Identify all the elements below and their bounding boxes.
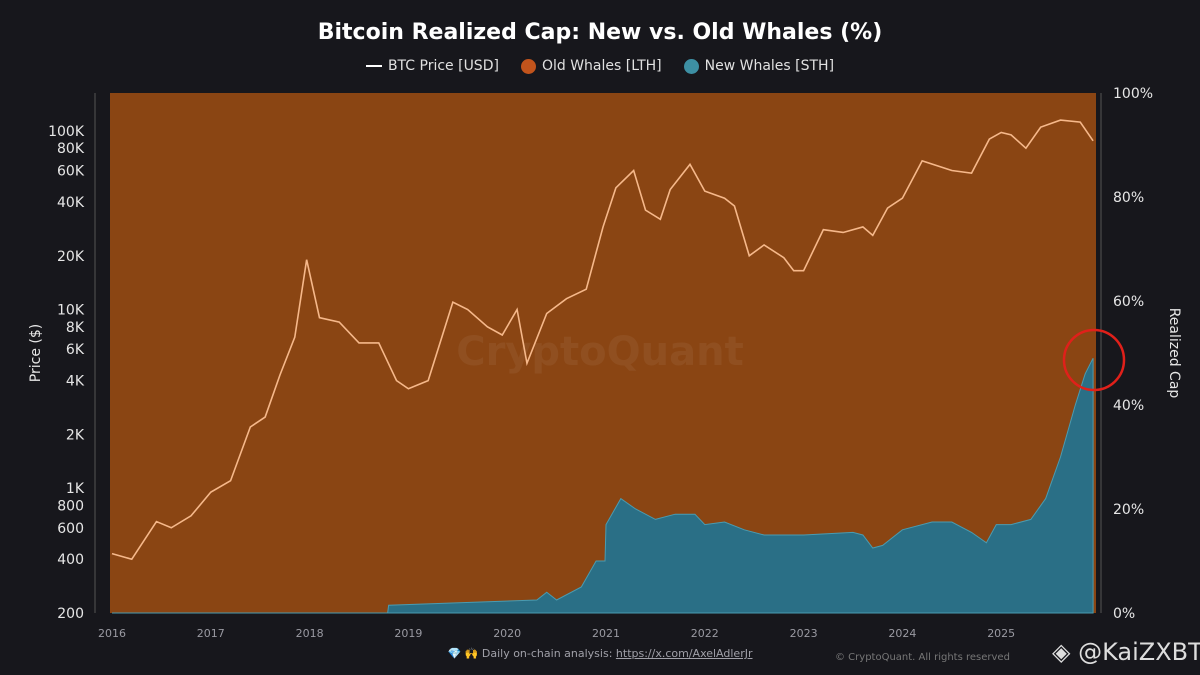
- y-left-tick-label: 2K: [66, 427, 85, 443]
- highlight-circle-annotation: [1062, 328, 1126, 392]
- legend-item-old-whales[interactable]: Old Whales [LTH]: [520, 58, 662, 74]
- y-left-tick-label: 400: [57, 552, 84, 568]
- y-right-tick-label: 80%: [1113, 190, 1144, 206]
- y-left-tick-label: 6K: [66, 342, 85, 358]
- legend-label: Old Whales [LTH]: [541, 58, 662, 74]
- y-right-tick-label: 100%: [1113, 86, 1153, 102]
- watermark-text: CryptoQuant: [456, 329, 743, 375]
- y-left-tick-label: 4K: [66, 374, 85, 390]
- x-tick-label: 2022: [691, 627, 719, 640]
- copyright: © CryptoQuant. All rights reserved: [835, 652, 1010, 663]
- btc-price-line: [111, 119, 1094, 561]
- x-tick-label: 2023: [790, 627, 818, 640]
- y-left-tick-label: 60K: [57, 164, 85, 180]
- y-left-tick-label: 10K: [57, 303, 85, 319]
- y-right-axis-label: Realized Cap: [1166, 308, 1182, 399]
- y-right-tick-label: 20%: [1113, 502, 1144, 518]
- chart-title: Bitcoin Realized Cap: New vs. Old Whales…: [317, 20, 883, 45]
- y-left-tick-label: 20K: [57, 249, 85, 265]
- y-right-tick-label: 40%: [1113, 398, 1144, 414]
- new-whales-area: [112, 357, 1094, 614]
- x-tick-label: 2018: [296, 627, 324, 640]
- y-left-tick-label: 800: [57, 498, 84, 514]
- y-right-tick-label: 0%: [1113, 606, 1135, 622]
- y-left-tick-label: 200: [57, 606, 84, 622]
- x-tick-label: 2019: [394, 627, 422, 640]
- orange-dot-icon: [520, 58, 536, 74]
- y-left-axis-label: Price ($): [28, 324, 44, 382]
- legend-item-price[interactable]: BTC Price [USD]: [365, 58, 499, 74]
- x-tick-label: 2024: [888, 627, 916, 640]
- y-left-tick-label: 80K: [57, 141, 85, 157]
- x-tick-label: 2020: [493, 627, 521, 640]
- teal-dot-icon: [683, 58, 699, 74]
- legend-label: New Whales [STH]: [704, 58, 835, 74]
- y-left-tick-label: 1K: [66, 481, 85, 497]
- binance-logo-icon: ◈: [1052, 638, 1071, 666]
- legend: BTC Price [USD] Old Whales [LTH] New Wha…: [0, 58, 1200, 74]
- credit-watermark: ◈ @KaiZXBT: [1052, 638, 1200, 666]
- footer-link[interactable]: https://x.com/AxelAdlerJr: [615, 647, 753, 660]
- credit-text: @KaiZXBT: [1078, 638, 1200, 666]
- legend-label: BTC Price [USD]: [387, 58, 499, 74]
- x-tick-label: 2025: [987, 627, 1015, 640]
- legend-item-new-whales[interactable]: New Whales [STH]: [683, 58, 835, 74]
- y-left-tick-label: 600: [57, 521, 84, 537]
- y-left-tick-label: 100K: [48, 124, 85, 140]
- y-left-tick-label: 40K: [57, 195, 85, 211]
- y-right-tick-label: 60%: [1113, 294, 1144, 310]
- line-swatch-icon: [365, 65, 382, 67]
- x-tick-label: 2021: [592, 627, 620, 640]
- x-tick-label: 2016: [98, 627, 126, 640]
- x-tick-label: 2017: [197, 627, 225, 640]
- y-left-tick-label: 8K: [66, 320, 85, 336]
